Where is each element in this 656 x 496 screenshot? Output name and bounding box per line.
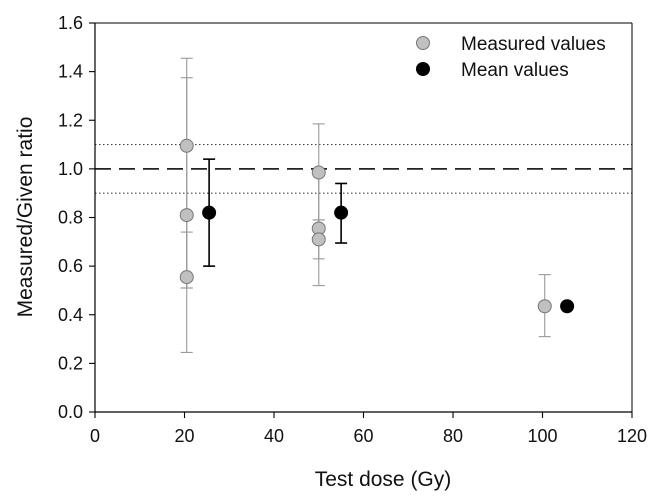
y-axis-ticks: 0.0 0.2 0.4 0.6 0.8 1.0 1.2 1.4 1.6 [58,13,95,422]
y-axis-label: Measured/Given ratio [14,117,37,318]
measured-values-point [537,299,552,314]
x-axis-label: Test dose (Gy) [315,468,452,491]
x-tick-label: 120 [617,426,647,446]
legend-marker-mean-values [416,62,430,76]
legend-label-measured-values: Measured values [461,34,606,55]
reference-lines [95,144,632,194]
legend-label-mean-values: Mean values [461,60,569,81]
x-axis-ticks: 0 20 40 60 80 100 120 [90,412,647,446]
y-tick-label: 1.6 [58,13,83,33]
y-tick-label: 1.0 [58,159,83,179]
mean-values-point [202,205,217,220]
y-tick-label: 1.4 [58,62,83,82]
measured-values-point [179,138,194,153]
y-tick-label: 0.4 [58,305,83,325]
x-tick-label: 40 [264,426,284,446]
y-tick-label: 0.0 [58,402,83,422]
x-tick-label: 0 [90,426,100,446]
legend-marker-measured-values [416,36,430,50]
x-tick-label: 60 [353,426,373,446]
error-bars [180,57,551,353]
x-tick-label: 100 [527,426,557,446]
data-points [179,138,575,314]
measured-values-point [179,270,194,285]
y-tick-label: 0.6 [58,256,83,276]
mean-values-point [560,299,575,314]
measured-values-point [179,208,194,223]
x-tick-label: 80 [443,426,463,446]
legend: Measured values Mean values [416,34,606,81]
mean-values-point [334,205,349,220]
y-tick-label: 0.8 [58,208,83,228]
x-tick-label: 20 [174,426,194,446]
axes [94,22,633,413]
y-tick-label: 0.2 [58,353,83,373]
y-tick-label: 1.2 [58,110,83,130]
measured-values-point [311,232,326,247]
measured-values-point [311,165,326,180]
